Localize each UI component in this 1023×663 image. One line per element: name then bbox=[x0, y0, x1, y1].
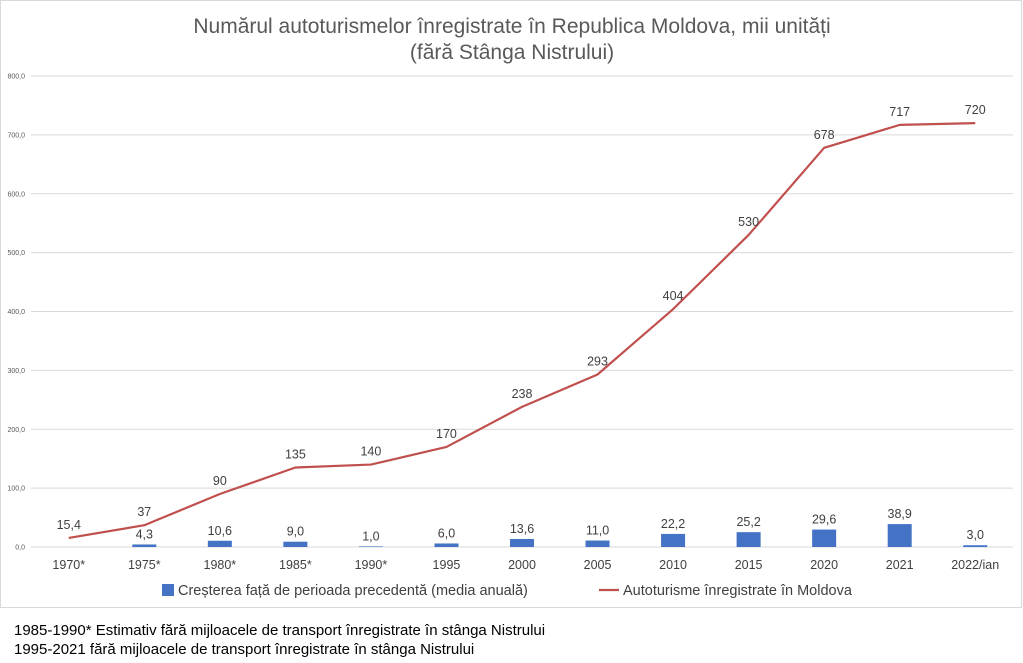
y-axis-ticks: 0,0 100,0 200,0 300,0 400,0 500,0 600,0 700,0 80… bbox=[7, 74, 25, 552]
series-line bbox=[68, 122, 976, 540]
bar bbox=[736, 532, 761, 547]
grid-lines bbox=[31, 75, 1013, 548]
legend-swatch-bar bbox=[162, 584, 174, 596]
bar bbox=[585, 540, 610, 547]
line-data-label: 37 bbox=[137, 505, 151, 519]
line-data-label: 135 bbox=[285, 448, 306, 462]
bar-data-label: 10,6 bbox=[208, 524, 232, 538]
line-data-label: 404 bbox=[663, 289, 684, 303]
bar bbox=[510, 538, 534, 547]
legend-label-line: Autoturisme înregistrate în Moldova bbox=[623, 583, 853, 599]
combo-chart: Numărul autoturismelor înregistrate în R… bbox=[7, 15, 1013, 599]
x-tick-label: 2005 bbox=[584, 558, 612, 572]
line-data-label: 170 bbox=[436, 427, 457, 441]
y-tick-label: 400,0 bbox=[7, 309, 25, 316]
x-tick-label: 2000 bbox=[508, 558, 536, 572]
footnote-1: 1985-1990* Estimativ fără mijloacele de … bbox=[14, 622, 546, 639]
x-tick-label: 2021 bbox=[886, 558, 914, 572]
line-data-label: 90 bbox=[213, 474, 227, 488]
x-tick-label: 1995 bbox=[433, 558, 461, 572]
bar-data-label: 11,0 bbox=[586, 524, 609, 538]
bar bbox=[434, 543, 459, 547]
x-tick-label: 1990* bbox=[355, 558, 388, 572]
bar-data-label: 3,0 bbox=[967, 528, 984, 542]
bar-data-label: 4,3 bbox=[136, 527, 153, 541]
bar bbox=[963, 545, 988, 547]
bar-data-label: 25,2 bbox=[736, 515, 760, 529]
chart-title-line: Numărul autoturismelor înregistrate în R… bbox=[193, 15, 830, 38]
x-tick-label: 1980* bbox=[204, 558, 237, 572]
y-tick-label: 500,0 bbox=[7, 250, 25, 257]
bar bbox=[283, 541, 308, 547]
bar bbox=[887, 524, 912, 547]
x-tick-label: 2015 bbox=[735, 558, 763, 572]
y-tick-label: 200,0 bbox=[7, 427, 25, 434]
x-tick-label: 2022/ian bbox=[951, 558, 999, 572]
line-data-label: 140 bbox=[360, 445, 381, 459]
y-tick-label: 300,0 bbox=[7, 368, 25, 375]
bar bbox=[132, 544, 157, 547]
bar-data-label: 13,6 bbox=[510, 522, 534, 536]
bar-series: 4,3 10,6 9,0 1,0 6,0 13,6 11,0 22,2 25,2 29,6 38,9… bbox=[132, 507, 988, 547]
line-data-label: 15,4 bbox=[57, 518, 81, 532]
x-axis-ticks: 1970* 1975* 1980* 1985* 1990* 1995 2000 2005 201… bbox=[52, 558, 999, 572]
chart-title-line: (fără Stânga Nistrului) bbox=[410, 41, 614, 64]
line-data-label: 530 bbox=[738, 215, 759, 229]
line-data-label: 717 bbox=[889, 105, 910, 119]
bar-data-label: 22,2 bbox=[661, 517, 685, 531]
legend-label-bar: Creșterea față de perioada precedentă (m… bbox=[178, 583, 528, 599]
bar-data-label: 9,0 bbox=[287, 525, 304, 539]
y-tick-label: 100,0 bbox=[7, 486, 25, 493]
line-data-label: 678 bbox=[814, 128, 835, 142]
bar bbox=[661, 533, 686, 547]
x-tick-label: 1985* bbox=[279, 558, 312, 572]
x-tick-label: 1975* bbox=[128, 558, 161, 572]
line-data-label: 720 bbox=[965, 103, 986, 117]
x-tick-label: 2010 bbox=[659, 558, 687, 572]
line-data-label: 293 bbox=[587, 354, 608, 368]
legend: Creșterea față de perioada precedentă (m… bbox=[162, 583, 853, 599]
bar-data-label: 29,6 bbox=[812, 513, 836, 527]
y-tick-label: 700,0 bbox=[7, 132, 25, 139]
footnote-2: 1995-2021 fără mijloacele de transport î… bbox=[14, 641, 475, 658]
line-data-label: 238 bbox=[512, 387, 533, 401]
x-tick-label: 2020 bbox=[810, 558, 838, 572]
y-tick-label: 0,0 bbox=[15, 545, 25, 552]
chart-frame: Numărul autoturismelor înregistrate în R… bbox=[0, 0, 1022, 608]
bar-data-label: 1,0 bbox=[362, 529, 379, 543]
bar bbox=[812, 529, 837, 547]
y-tick-label: 600,0 bbox=[7, 191, 25, 198]
bar-data-label: 38,9 bbox=[888, 507, 912, 521]
line-series: 15,4 37 90 135 140 170 238 293 404 530 678 717 720 bbox=[57, 103, 986, 540]
x-tick-label: 1970* bbox=[52, 558, 85, 572]
bar bbox=[207, 540, 232, 547]
bar bbox=[358, 546, 383, 547]
bar-data-label: 6,0 bbox=[438, 526, 455, 540]
y-tick-label: 800,0 bbox=[7, 74, 25, 81]
chart-title: Numărul autoturismelor înregistrate în R… bbox=[193, 15, 830, 64]
